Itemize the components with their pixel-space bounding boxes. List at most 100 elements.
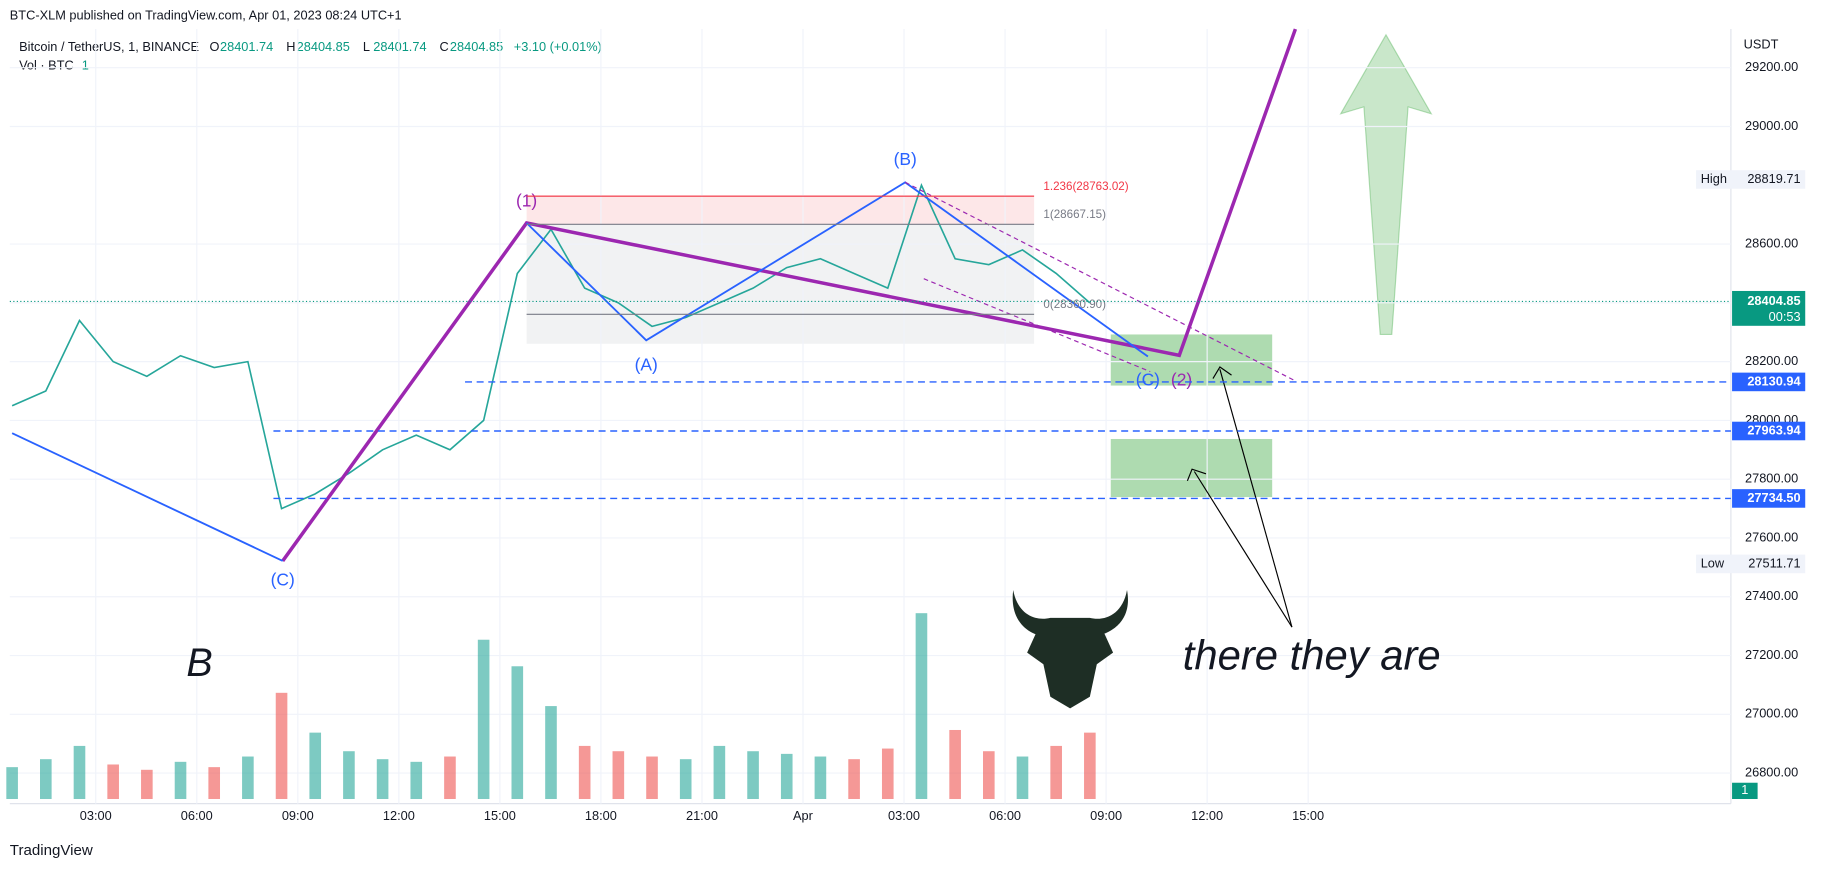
volume-bar [881, 748, 894, 799]
wave-label: (2) [1171, 370, 1192, 390]
ohlc-key: O [210, 39, 220, 54]
volume-bar [477, 639, 490, 799]
fib-label: 0(28360.90) [1043, 298, 1106, 311]
ohlc-value: 28404.85 [450, 39, 503, 54]
ohlc-key: C [439, 39, 448, 54]
price-tag-label: 27734.50 [1747, 490, 1800, 505]
price-tag [1732, 421, 1806, 441]
volume-bar [780, 753, 793, 799]
volume-bar [1050, 745, 1062, 799]
x-tick-label: 09:00 [282, 808, 314, 823]
x-tick-label: 12:00 [1191, 808, 1223, 823]
x-tick-label: 15:00 [484, 808, 516, 823]
volume-bar [545, 706, 557, 799]
x-tick-label: 18:00 [585, 808, 617, 823]
price-tag [1732, 372, 1806, 392]
volume-bar [343, 751, 355, 799]
x-tick-label: 15:00 [1292, 808, 1324, 823]
x-tick-label: 03:00 [888, 808, 920, 823]
target-zone [1110, 438, 1273, 498]
y-tick-label: 27600.00 [1745, 529, 1798, 544]
last-price-tag [1732, 290, 1806, 326]
wave-label: (C) [271, 569, 295, 589]
high-tag [1696, 170, 1806, 189]
bull-icon [1012, 589, 1128, 709]
volume-label: Vol · BTC [19, 58, 74, 73]
volume-bar [208, 767, 221, 799]
fib-zone [526, 224, 1035, 344]
volume-bar [309, 732, 322, 799]
volume-bar [275, 692, 288, 799]
y-tick-label: 26800.00 [1745, 764, 1798, 779]
price-tag [1732, 489, 1806, 508]
volume-bar [73, 745, 86, 799]
ohlc-value: 28404.85 [297, 39, 350, 54]
price-tag-label: 28130.94 [1747, 373, 1801, 388]
currency: USDT [1744, 37, 1779, 52]
volume-bar [679, 759, 692, 799]
volume-bar [848, 759, 860, 799]
volume-bar [915, 613, 928, 799]
volume-bar [1016, 756, 1029, 799]
pointer-head [1212, 366, 1232, 379]
fib-label: 1.236(28763.02) [1043, 180, 1128, 193]
published-note: BTC-XLM published on TradingView.com, Ap… [10, 8, 402, 23]
x-tick-label: Apr [793, 808, 814, 823]
x-tick-label: 06:00 [181, 808, 213, 823]
symbol: Bitcoin / TetherUS, 1, BINANCE [19, 39, 199, 54]
fib-zone [526, 195, 1035, 225]
x-tick-label: 21:00 [686, 808, 718, 823]
volume-bar [1084, 732, 1096, 799]
volume-bar [6, 767, 18, 799]
y-tick-label: 29200.00 [1745, 59, 1798, 74]
wave-label: (B) [894, 149, 917, 169]
volume-tag-label: 1 [1741, 782, 1748, 797]
note: there they are [1183, 632, 1441, 679]
wave-label: (C) [1136, 370, 1160, 390]
low-label: 27511.71 [1748, 555, 1800, 570]
volume-bar [983, 751, 995, 799]
volume-bar [646, 756, 658, 799]
volume-bar [713, 745, 726, 799]
big-letter: B [186, 641, 212, 685]
volume-bar [376, 759, 389, 799]
ohlc: O 28401.74 H 28404.85 L 28401.74 C 28404.85 +3.1… [210, 39, 602, 54]
fib-label: 1(28667.15) [1043, 208, 1106, 221]
volume-bar [410, 761, 423, 799]
volume-bar [141, 769, 153, 799]
y-tick-label: 27200.00 [1745, 647, 1798, 662]
wave-label: (1) [516, 191, 537, 211]
volume-bar [242, 756, 254, 799]
up-arrow [1339, 33, 1433, 336]
pointer [1193, 471, 1293, 628]
wave-line [525, 181, 1149, 358]
volume-bar [949, 729, 961, 799]
wave-line [281, 28, 1298, 562]
last-price-label: 28404.85 [1747, 293, 1800, 308]
volume-bar [511, 666, 524, 799]
volume-tag [1732, 782, 1758, 799]
volume-bar [612, 751, 625, 799]
volume-bar [578, 745, 591, 799]
y-tick-label: 27400.00 [1745, 588, 1798, 603]
pointer-head [1186, 468, 1207, 482]
volume-bar [107, 764, 119, 799]
y-tick-label: 28600.00 [1745, 235, 1798, 250]
ohlc-key: L [363, 39, 370, 54]
ohlc-value: 28401.74 [220, 39, 273, 54]
x-tick-label: 06:00 [989, 808, 1021, 823]
y-tick-label: 29000.00 [1745, 118, 1798, 133]
volume-value: 1 [82, 58, 89, 73]
y-tick-label: 27000.00 [1745, 706, 1798, 721]
volume-bar [444, 756, 456, 799]
y-tick-label: 27800.00 [1745, 471, 1798, 486]
volume-bar [747, 751, 759, 799]
wave-label: (A) [635, 354, 658, 374]
footer-brand: TradingView [10, 842, 93, 859]
volume-bar [174, 761, 187, 799]
ohlc-key: H [286, 39, 295, 54]
x-tick-label: 12:00 [383, 808, 415, 823]
x-tick-label: 03:00 [80, 808, 112, 823]
